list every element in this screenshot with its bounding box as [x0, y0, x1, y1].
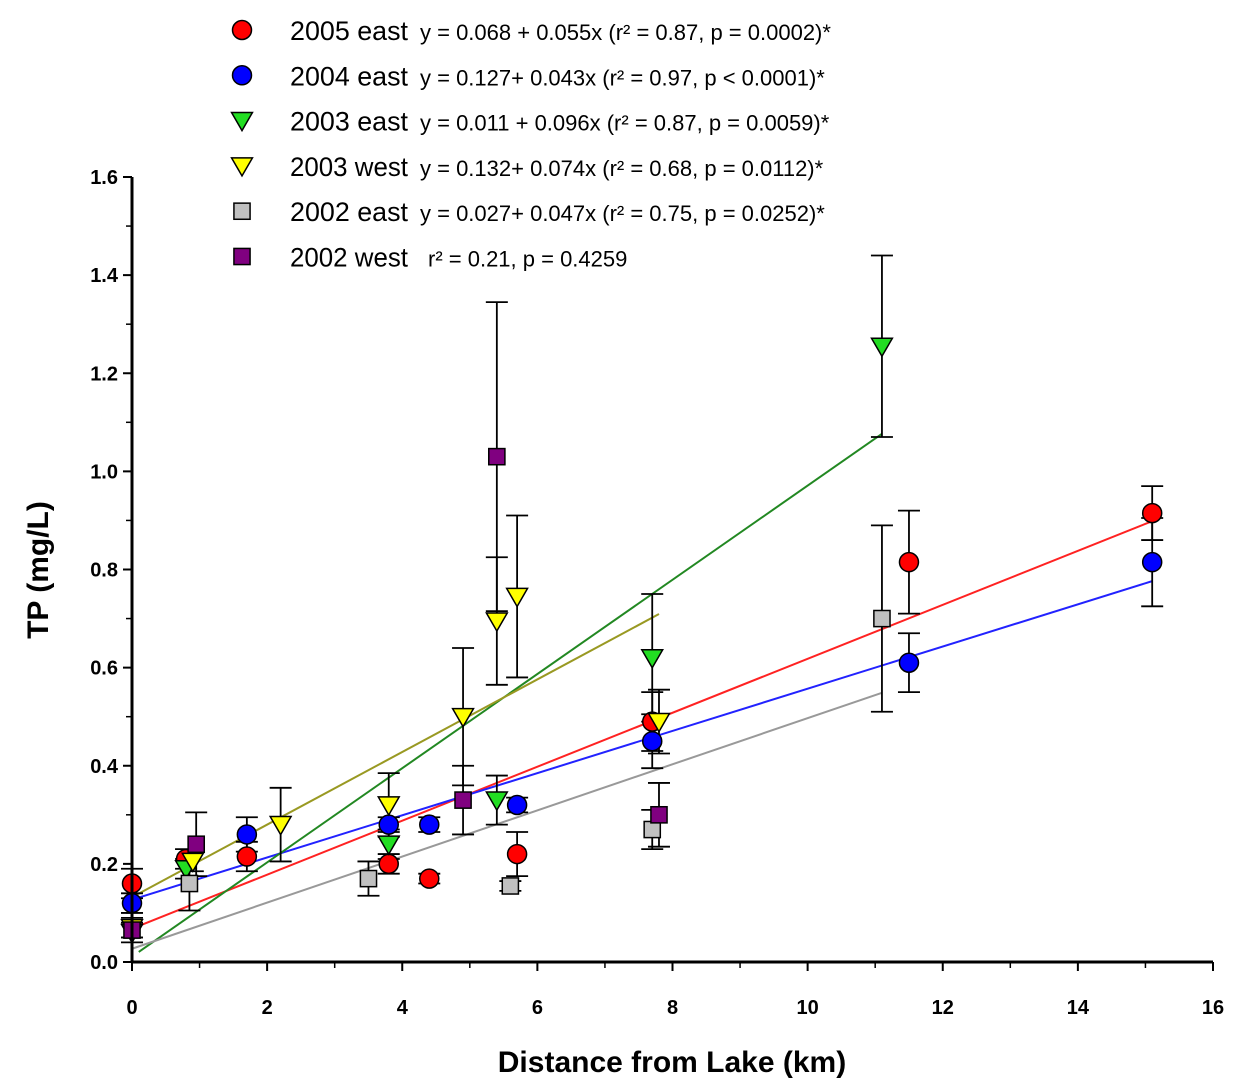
legend-label: 2002 east: [290, 197, 408, 227]
point-2003-east: [870, 337, 894, 358]
legend-marker: [233, 202, 251, 221]
legend-label: 2004 east: [290, 61, 408, 91]
point-2002-west: [650, 805, 668, 824]
point-2003-west: [268, 815, 293, 837]
point-2003-west: [505, 587, 529, 608]
legend-label: 2002 west: [290, 243, 408, 273]
point-2003-west: [451, 707, 475, 729]
point-2004-east: [506, 794, 528, 816]
y-axis-title: TP (mg/L): [22, 501, 55, 639]
y-tick-label: 1.4: [90, 265, 119, 287]
fit-line: [131, 520, 1153, 930]
y-tick-label: 0.6: [90, 658, 118, 680]
point-2002-east: [501, 877, 520, 895]
x-tick-label: 16: [1202, 997, 1224, 1019]
x-tick-label: 6: [532, 997, 543, 1019]
point-2003-east: [640, 648, 664, 670]
legend: 2005 east y = 0.068 + 0.055x (r² = 0.87, …: [230, 16, 831, 273]
x-tick-label: 8: [667, 997, 678, 1019]
y-tick-label: 1.2: [90, 363, 118, 385]
point-2004-east: [1141, 551, 1163, 573]
point-2005-east: [378, 853, 399, 875]
axes: 0 2 4 6 8 10 12 14 16 0.0 0.2 0.4 0.6 0.8 1.0 1.2 1.4 1.6: [90, 167, 1224, 1019]
legend-stats: y = 0.068 + 0.055x (r² = 0.87, p = 0.000…: [420, 20, 831, 45]
legend-marker: [231, 65, 253, 86]
fit-lines: [131, 432, 1153, 953]
error-bars: [121, 254, 1164, 944]
x-axis-title: Distance from Lake (km): [498, 1046, 846, 1079]
point-2002-east: [873, 609, 891, 628]
y-tick-label: 0.8: [90, 560, 118, 582]
y-tick-label: 1.6: [90, 167, 118, 189]
point-2005-east: [1141, 502, 1163, 524]
y-tick-label: 1.0: [90, 461, 118, 483]
x-tick-label: 10: [797, 997, 819, 1019]
point-2005-east: [506, 843, 528, 865]
legend-label: 2003 east: [290, 107, 408, 137]
point-2003-west: [485, 612, 509, 633]
legend-stats: y = 0.132+ 0.074x (r² = 0.68, p = 0.0112…: [420, 156, 824, 181]
legend-stats: y = 0.127+ 0.043x (r² = 0.97, p < 0.0001…: [420, 65, 825, 90]
x-tick-label: 12: [932, 997, 954, 1019]
point-2005-east: [419, 868, 440, 889]
legend-marker: [230, 157, 254, 178]
point-2003-west: [376, 796, 401, 817]
point-2004-east: [236, 824, 258, 845]
legend-stats: y = 0.027+ 0.047x (r² = 0.75, p = 0.0252…: [420, 201, 825, 226]
legend-stats: r² = 0.21, p = 0.4259: [428, 247, 627, 272]
fit-line: [131, 691, 883, 950]
y-tick-label: 0.4: [90, 756, 119, 778]
point-2005-east: [236, 846, 258, 867]
point-2003-east: [376, 835, 401, 856]
y-tick-label: 0.0: [90, 952, 118, 974]
point-2002-west: [488, 447, 506, 466]
legend-label: 2003 west: [290, 152, 408, 182]
point-2002-east: [359, 869, 378, 888]
point-2004-east: [898, 652, 920, 673]
point-2004-east: [641, 730, 663, 752]
point-2002-west: [454, 791, 472, 809]
x-tick-label: 4: [397, 997, 409, 1019]
legend-marker: [230, 111, 254, 133]
x-tick-label: 2: [262, 997, 273, 1019]
x-tick-label: 14: [1067, 997, 1090, 1019]
legend-label: 2005 east: [290, 16, 408, 46]
point-2002-east: [643, 820, 662, 839]
point-2003-west: [181, 852, 205, 873]
point-2002-west: [187, 835, 206, 854]
legend-stats: y = 0.011 + 0.096x (r² = 0.87, p = 0.005…: [420, 111, 830, 136]
point-2003-west: [647, 712, 671, 734]
fit-line: [131, 613, 660, 899]
y-tick-label: 0.2: [90, 854, 118, 876]
point-2004-east: [378, 814, 399, 835]
point-2002-east: [180, 874, 199, 893]
legend-marker: [233, 247, 251, 266]
data-points: [120, 337, 1163, 945]
x-tick-label: 0: [126, 997, 137, 1019]
legend-marker: [231, 19, 253, 41]
point-2004-east: [419, 814, 440, 835]
point-2005-east: [898, 551, 920, 573]
point-2003-east: [485, 791, 509, 812]
